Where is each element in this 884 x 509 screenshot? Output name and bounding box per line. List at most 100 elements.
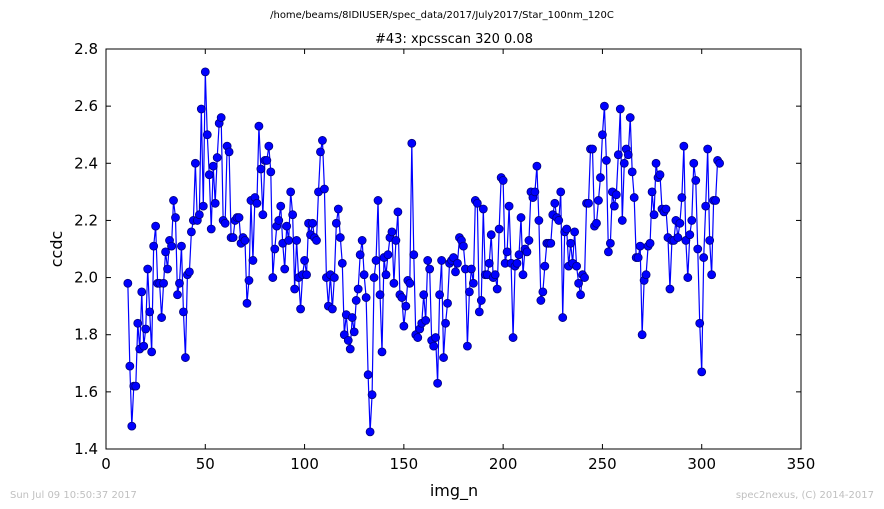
x-tick-label: 200	[489, 455, 518, 473]
data-point	[508, 333, 518, 342]
data-point	[157, 313, 167, 322]
data-point	[649, 210, 659, 220]
data-point	[377, 347, 387, 357]
data-point	[248, 256, 258, 265]
data-point	[534, 216, 544, 225]
data-point	[685, 230, 695, 240]
data-point	[635, 241, 645, 251]
data-point	[689, 158, 699, 168]
data-point	[375, 290, 385, 300]
data-point	[603, 247, 613, 257]
data-point	[476, 296, 486, 305]
data-point	[439, 353, 448, 362]
x-axis-label: img_n	[430, 481, 478, 501]
data-point	[409, 250, 419, 260]
data-point	[276, 201, 286, 211]
data-point	[184, 267, 194, 277]
data-point	[151, 221, 161, 231]
data-point	[318, 136, 327, 145]
x-tick-label: 300	[687, 455, 716, 473]
data-point	[280, 264, 290, 274]
data-point	[270, 244, 280, 254]
y-tick-label: 2.0	[74, 269, 98, 287]
data-point	[677, 193, 687, 202]
data-point	[266, 167, 276, 177]
data-point	[566, 238, 576, 248]
data-point	[254, 121, 264, 131]
data-point	[637, 330, 647, 340]
data-point	[518, 270, 528, 280]
data-point	[490, 270, 500, 280]
data-point	[524, 236, 534, 245]
data-point	[536, 296, 546, 305]
data-point	[462, 341, 472, 351]
data-point	[137, 287, 147, 297]
footer-credit: spec2nexus, (C) 2014-2017	[735, 490, 874, 501]
data-point	[349, 327, 359, 337]
data-point	[361, 293, 371, 302]
data-point	[707, 270, 717, 280]
data-point	[365, 427, 375, 437]
data-point	[147, 347, 157, 357]
data-point	[472, 198, 482, 208]
data-point	[478, 204, 488, 214]
data-point	[204, 170, 214, 180]
data-point	[127, 421, 137, 431]
data-point	[387, 227, 397, 237]
data-point	[602, 156, 611, 165]
data-point	[333, 204, 343, 214]
data-point	[619, 158, 629, 168]
data-point	[393, 207, 403, 217]
data-point	[290, 284, 300, 294]
data-point	[202, 130, 212, 140]
data-point	[159, 278, 168, 288]
data-point	[359, 270, 369, 280]
data-point	[703, 144, 713, 154]
data-point	[198, 201, 208, 211]
data-point	[431, 333, 441, 342]
data-point	[190, 158, 200, 168]
data-point	[179, 307, 188, 317]
data-point	[302, 270, 311, 280]
data-point	[613, 150, 623, 160]
data-point	[401, 301, 411, 311]
data-point	[540, 261, 550, 271]
data-point	[512, 258, 522, 268]
data-point	[474, 307, 484, 317]
data-point	[264, 141, 274, 151]
y-tick-label: 2.8	[74, 40, 98, 58]
data-point	[661, 204, 671, 214]
y-axis-label: ccdc	[47, 231, 66, 268]
data-point	[316, 147, 325, 157]
data-point	[345, 344, 355, 354]
data-point	[171, 213, 180, 222]
data-point	[405, 278, 415, 288]
data-point	[687, 216, 697, 225]
data-point	[592, 218, 601, 228]
data-point	[673, 233, 683, 242]
data-point	[558, 313, 568, 322]
data-point	[437, 256, 446, 265]
data-point	[167, 241, 176, 251]
data-point	[441, 318, 450, 328]
data-point	[320, 184, 329, 194]
data-point	[572, 261, 582, 271]
data-point	[466, 264, 476, 274]
data-point	[530, 187, 540, 197]
data-point	[367, 390, 377, 400]
data-point	[494, 224, 504, 234]
x-tick-label: 50	[196, 455, 215, 473]
data-point	[492, 284, 502, 294]
data-point	[284, 236, 294, 245]
data-point	[391, 236, 401, 245]
data-point	[337, 258, 347, 268]
data-point	[399, 321, 409, 331]
data-point	[423, 256, 433, 265]
y-tick-label: 1.8	[74, 326, 98, 344]
data-point	[615, 104, 625, 114]
data-point	[600, 101, 609, 111]
data-point	[715, 158, 724, 168]
data-point	[296, 304, 306, 314]
data-point	[210, 198, 220, 208]
x-tick-label: 250	[588, 455, 617, 473]
